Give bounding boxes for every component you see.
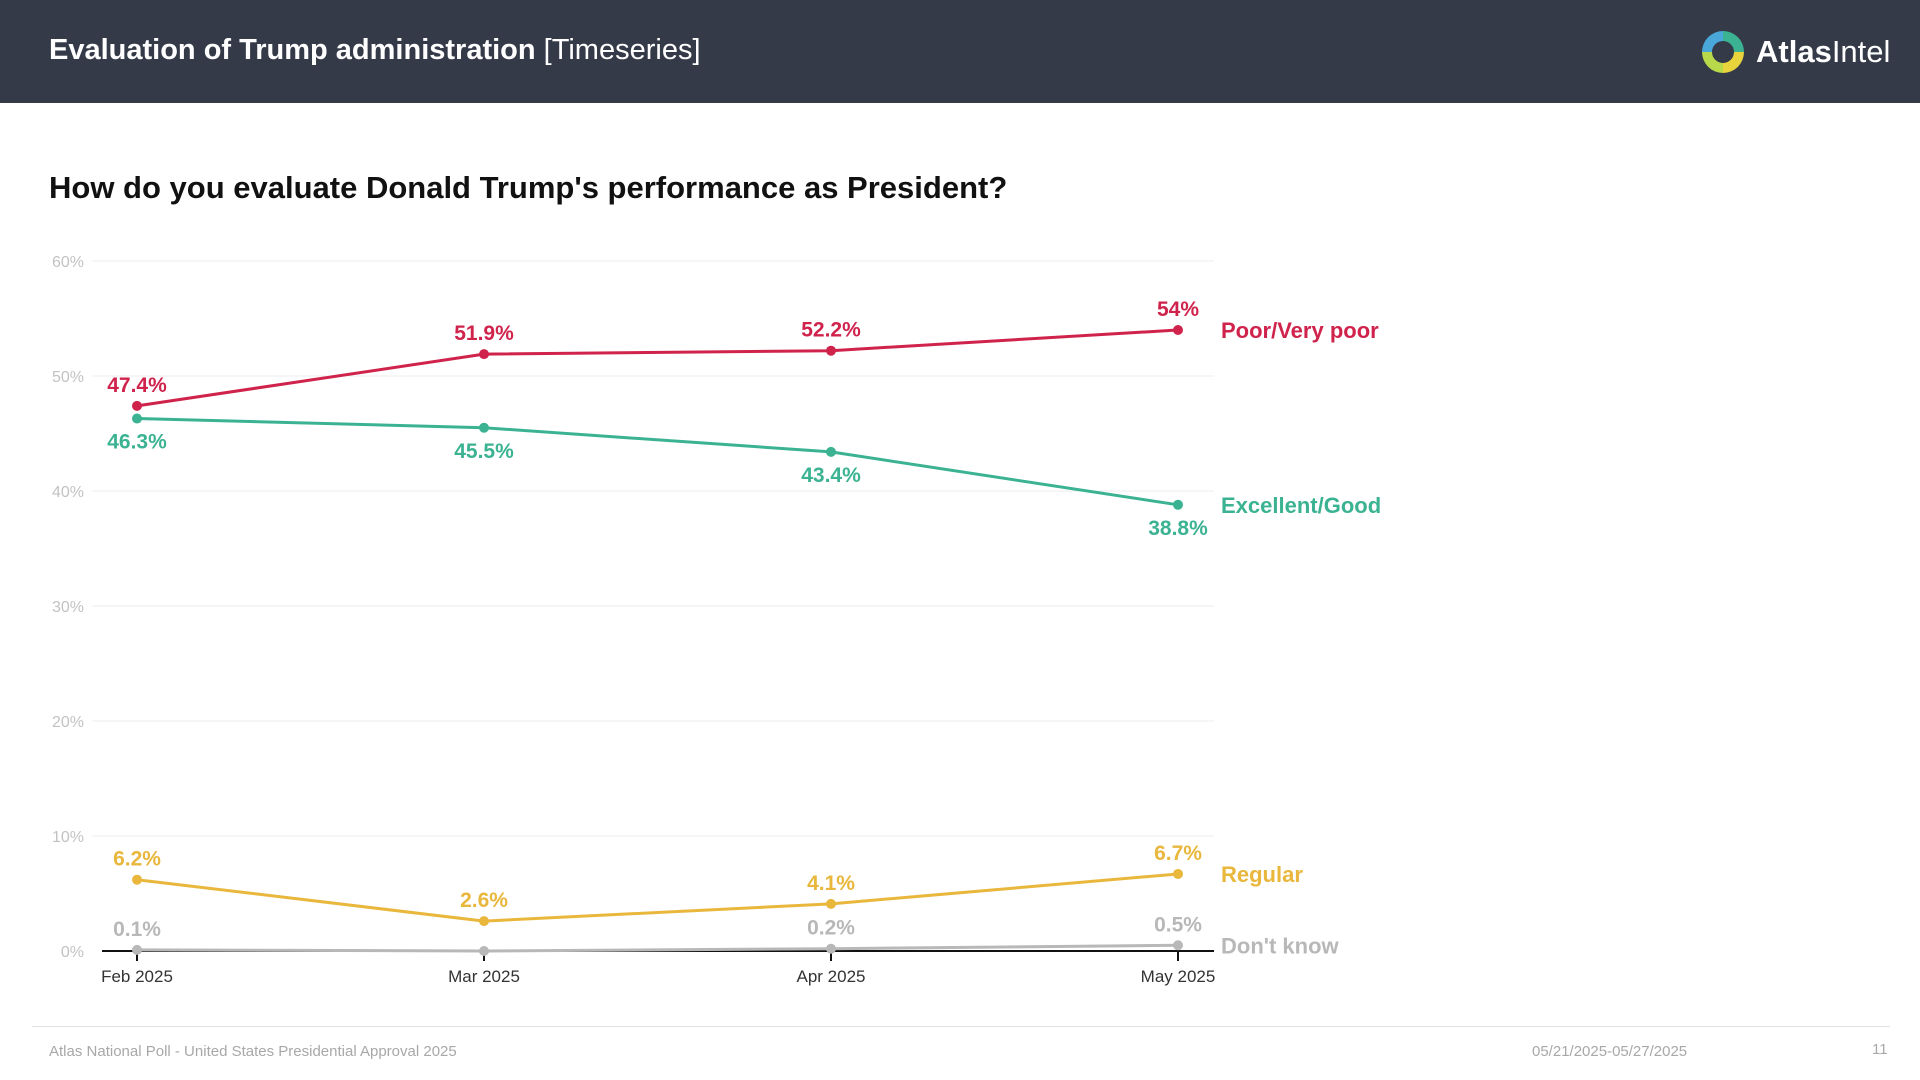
data-label-excellent-good: 45.5% <box>454 440 514 463</box>
data-label-excellent-good: 43.4% <box>801 464 861 487</box>
data-label-regular: 2.6% <box>460 889 508 912</box>
page-title-suffix: [Timeseries] <box>535 34 701 66</box>
y-tick-label: 40% <box>52 484 84 501</box>
data-point-don-t-know <box>132 944 142 955</box>
series-line-regular <box>136 872 1179 923</box>
legend-label-excellent-good: Excellent/Good <box>1221 493 1381 518</box>
legend-label-regular: Regular <box>1221 862 1303 887</box>
y-tick-label: 20% <box>52 714 84 731</box>
data-point-poor-very-poor <box>1173 325 1183 335</box>
y-tick-label: 10% <box>52 829 84 846</box>
data-label-poor-very-poor: 47.4% <box>107 374 167 397</box>
footer-divider <box>32 1026 1890 1027</box>
logo-text: AtlasIntel <box>1756 34 1891 69</box>
data-label-poor-very-poor: 52.2% <box>801 319 861 342</box>
data-label-don-t-know: 0.2% <box>807 917 855 940</box>
data-label-excellent-good: 38.8% <box>1148 517 1208 540</box>
data-point-regular <box>132 874 142 885</box>
data-point-poor-very-poor <box>132 400 142 411</box>
data-label-excellent-good: 46.3% <box>107 431 167 454</box>
legend-label-don-t-know: Don't know <box>1221 933 1340 958</box>
x-tick-label: Mar 2025 <box>448 967 520 986</box>
chart-question: How do you evaluate Donald Trump's perfo… <box>49 170 1008 205</box>
data-label-poor-very-poor: 51.9% <box>454 322 514 345</box>
page-title: Evaluation of Trump administration [Time… <box>49 34 701 67</box>
data-point-regular <box>1173 868 1183 879</box>
y-tick-label: 50% <box>52 369 84 386</box>
data-label-regular: 6.2% <box>113 848 161 871</box>
data-point-don-t-know <box>826 943 836 954</box>
data-label-don-t-know: 0.1% <box>113 918 161 941</box>
y-tick-label: 0% <box>61 944 84 961</box>
series-line-don-t-know <box>136 943 1179 953</box>
data-label-regular: 4.1% <box>807 872 855 895</box>
x-tick-label: Feb 2025 <box>101 967 173 986</box>
header-bar: Evaluation of Trump administration [Time… <box>0 0 1920 103</box>
data-point-poor-very-poor <box>479 349 489 360</box>
x-tick-label: May 2025 <box>1141 967 1216 986</box>
series-line-excellent-good <box>136 417 1179 507</box>
y-tick-label: 30% <box>52 599 84 616</box>
atlasintel-logo-icon <box>1702 31 1744 73</box>
data-point-excellent-good <box>132 413 142 424</box>
atlasintel-logo: AtlasIntel <box>1700 28 1890 76</box>
data-point-regular <box>826 898 836 909</box>
data-point-excellent-good <box>826 446 836 457</box>
legend-label-poor-very-poor: Poor/Very poor <box>1221 318 1379 343</box>
data-point-don-t-know <box>1173 940 1183 951</box>
data-point-regular <box>479 916 489 927</box>
data-point-excellent-good <box>479 422 489 433</box>
data-point-don-t-know <box>479 946 489 956</box>
page-number: 11 <box>1872 1041 1888 1058</box>
line-chart: 0% 10% 20% 30% 40% 50% 60% Feb 2025 Mar 2025 Apr … <box>52 254 1381 986</box>
data-label-regular: 6.7% <box>1154 842 1202 865</box>
data-label-don-t-know: 0.5% <box>1154 913 1202 936</box>
footer-source: Atlas National Poll - United States Pres… <box>49 1043 457 1060</box>
data-point-poor-very-poor <box>826 345 836 356</box>
data-point-excellent-good <box>1173 499 1183 510</box>
data-label-poor-very-poor: 54% <box>1157 298 1199 321</box>
series-line-poor-very-poor <box>136 328 1179 408</box>
page-title-main: Evaluation of Trump administration <box>49 34 536 66</box>
footer-date-range: 05/21/2025-05/27/2025 <box>1532 1043 1688 1060</box>
y-tick-label: 60% <box>52 254 84 271</box>
x-tick-label: Apr 2025 <box>797 967 866 986</box>
